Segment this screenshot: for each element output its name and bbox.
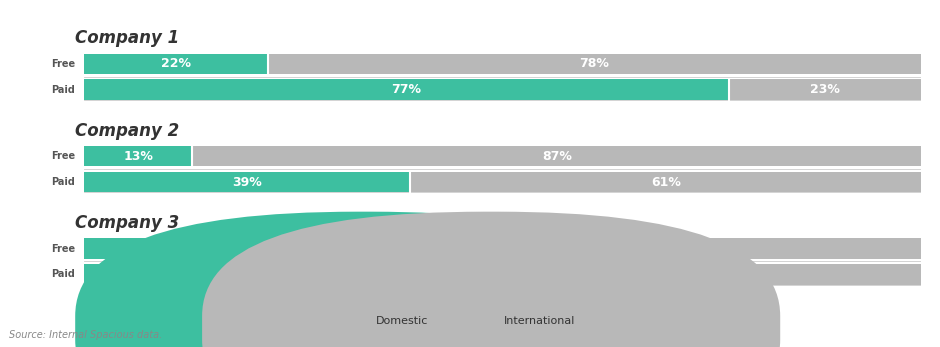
Text: 68%: 68% [621, 242, 651, 255]
Text: 32%: 32% [203, 242, 232, 255]
Bar [410, 172, 921, 192]
Text: 13%: 13% [123, 150, 153, 163]
Text: Free: Free [51, 59, 75, 69]
Bar [352, 238, 921, 259]
Text: Company 2: Company 2 [75, 121, 180, 139]
Text: 23%: 23% [810, 83, 839, 96]
Bar [84, 264, 410, 285]
Bar [728, 79, 921, 100]
Bar [84, 238, 352, 259]
Text: Company 3: Company 3 [75, 214, 180, 232]
Bar [193, 146, 921, 166]
Text: 39%: 39% [232, 176, 261, 188]
Text: 61%: 61% [650, 176, 681, 188]
Bar [84, 172, 410, 192]
Text: Paid: Paid [52, 177, 75, 187]
Text: Domestic: Domestic [376, 316, 429, 326]
Text: 87%: 87% [541, 150, 572, 163]
Bar [84, 79, 728, 100]
Bar [84, 53, 268, 74]
Bar [84, 146, 193, 166]
Text: 39%: 39% [232, 268, 261, 281]
Bar [268, 53, 921, 74]
Text: Free: Free [51, 244, 75, 254]
Text: Free: Free [51, 151, 75, 161]
Text: 22%: 22% [161, 57, 191, 70]
Text: Source: Internal Spacious data.: Source: Internal Spacious data. [9, 330, 163, 340]
Text: 61%: 61% [650, 268, 681, 281]
Text: Company 1: Company 1 [75, 29, 180, 47]
Text: International: International [504, 316, 575, 326]
Text: Paid: Paid [52, 269, 75, 279]
Bar [410, 264, 921, 285]
Text: Paid: Paid [52, 85, 75, 95]
Text: 77%: 77% [391, 83, 421, 96]
Text: 78%: 78% [580, 57, 609, 70]
